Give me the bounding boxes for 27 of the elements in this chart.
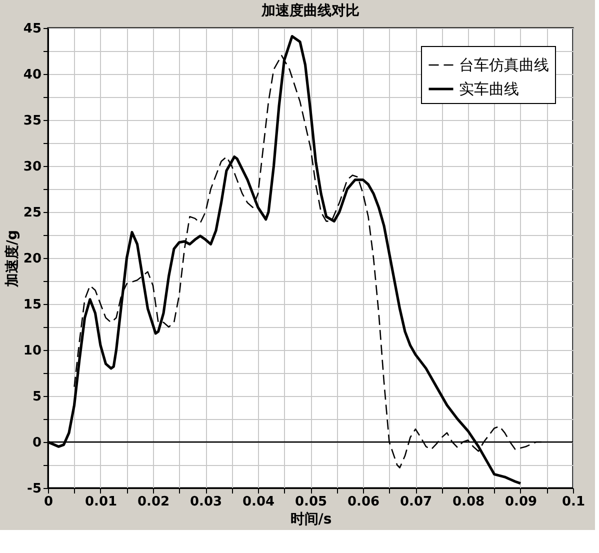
y-tick-label: 45 — [23, 22, 42, 36]
legend-label: 实车曲线 — [459, 80, 519, 98]
y-axis-title: 加速度/g — [3, 230, 20, 288]
y-tick-label: 15 — [23, 298, 42, 312]
y-tick-label: 20 — [23, 252, 42, 266]
y-tick-label: -5 — [27, 482, 42, 496]
x-tick-label: 0.05 — [294, 494, 328, 510]
x-tick-label: 0.09 — [504, 494, 538, 510]
y-tick-label: 25 — [23, 206, 42, 220]
x-tick-label: 0 — [44, 494, 54, 510]
legend-label: 台车仿真曲线 — [459, 56, 549, 74]
y-tick-label: 40 — [23, 68, 42, 82]
y-tick-label: 0 — [32, 436, 42, 450]
y-tick-label: 5 — [32, 390, 42, 404]
x-axis-title: 时间/s — [290, 512, 332, 528]
y-tick-label: 10 — [23, 344, 42, 358]
chart-title: 加速度曲线对比 — [260, 2, 360, 19]
x-tick-label: 0.01 — [84, 494, 118, 510]
y-tick-label: 35 — [23, 114, 42, 128]
x-tick-label: 0.1 — [562, 494, 586, 510]
x-tick-label: 0.04 — [242, 494, 275, 510]
x-tick-label: 0.02 — [137, 494, 170, 510]
x-tick-label: 0.06 — [347, 494, 380, 510]
x-tick-label: 0.03 — [190, 494, 222, 510]
x-tick-label: 0.08 — [452, 494, 485, 510]
x-tick-label: 0.07 — [400, 494, 432, 510]
y-tick-label: 30 — [23, 160, 42, 174]
